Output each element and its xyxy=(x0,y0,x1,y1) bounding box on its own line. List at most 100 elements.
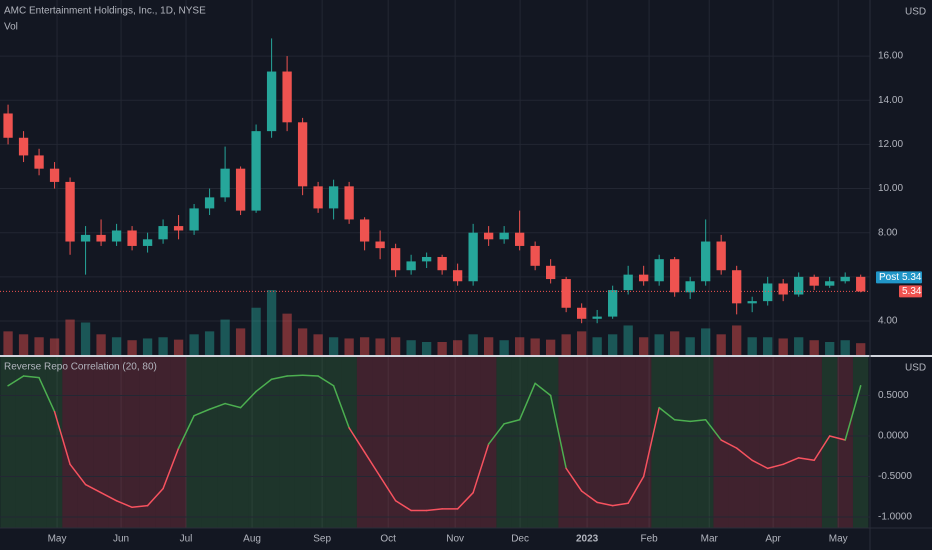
regime-band xyxy=(217,357,233,528)
indicator-line xyxy=(487,423,505,445)
regime-band xyxy=(387,357,404,528)
regime-band xyxy=(232,357,249,528)
y-tick-label: -0.5000 xyxy=(878,471,912,482)
candle-body xyxy=(266,71,277,132)
volume-bar xyxy=(840,340,850,355)
candle-body xyxy=(623,274,633,291)
regime-band xyxy=(310,357,326,528)
candle-body xyxy=(390,248,401,271)
regime-band xyxy=(372,357,388,528)
indicator-line xyxy=(518,382,536,421)
volume-bar xyxy=(778,338,788,355)
volume-bar xyxy=(111,337,122,355)
volume-bar xyxy=(437,342,447,355)
indicator-line xyxy=(782,457,800,466)
candle-body xyxy=(127,230,137,246)
chart-title: AMC Entertainment Holdings, Inc., 1D, NY… xyxy=(4,6,206,17)
indicator-line xyxy=(611,502,629,507)
candle-body xyxy=(561,279,571,308)
volume-bar xyxy=(142,338,153,355)
regime-band xyxy=(821,357,838,528)
volume-bar xyxy=(623,325,633,355)
candle-body xyxy=(251,131,261,211)
indicator-line xyxy=(534,382,552,397)
volume-bar xyxy=(685,337,695,355)
indicator-line xyxy=(580,490,598,504)
indicator-title: Reverse Repo Correlation (20, 80) xyxy=(4,362,157,373)
indicator-line xyxy=(379,475,397,502)
regime-band xyxy=(46,357,63,528)
regime-band xyxy=(573,357,590,528)
regime-band xyxy=(31,357,47,528)
regime-band xyxy=(108,357,125,528)
regime-band xyxy=(93,357,109,528)
indicator-line xyxy=(751,459,769,470)
candle-body xyxy=(794,276,804,295)
regime-band xyxy=(124,357,140,528)
indicator-line xyxy=(115,500,133,509)
regime-band xyxy=(604,357,621,528)
candle-body xyxy=(545,265,556,280)
regime-band xyxy=(589,357,605,528)
regime-band xyxy=(248,357,264,528)
y-tick-label: 14.00 xyxy=(878,95,903,106)
volume-bar xyxy=(266,290,277,355)
indicator-line xyxy=(348,427,366,453)
regime-band xyxy=(263,357,280,528)
volume-bar xyxy=(204,331,215,355)
candle-body xyxy=(204,197,215,209)
y-tick-label: -1.0000 xyxy=(878,512,912,523)
indicator-line xyxy=(38,376,56,413)
indicator-line xyxy=(208,402,226,410)
candle-body xyxy=(173,226,184,231)
regime-band xyxy=(558,357,574,528)
volume-bar xyxy=(483,337,494,355)
volume-bar xyxy=(80,322,91,355)
last-price-badge xyxy=(899,285,922,298)
candle-body xyxy=(856,276,866,292)
indicator-line xyxy=(131,504,149,509)
volume-bar xyxy=(530,338,540,355)
candle-body xyxy=(80,234,91,242)
candle-body xyxy=(809,276,819,286)
volume-bar xyxy=(313,334,323,355)
x-tick-label: Nov xyxy=(446,534,464,545)
volume-bar xyxy=(3,331,13,355)
candle-body xyxy=(313,186,323,209)
regime-band xyxy=(325,357,342,528)
candle-body xyxy=(328,186,339,209)
candle-body xyxy=(701,241,711,282)
indicator-line xyxy=(844,385,862,441)
volume-bar xyxy=(220,319,230,355)
candle-body xyxy=(375,241,385,249)
volume-bar xyxy=(514,337,525,355)
volume-bar xyxy=(561,334,571,355)
x-tick-label: Apr xyxy=(765,534,781,545)
candle-body xyxy=(530,245,540,266)
candle-body xyxy=(732,270,742,304)
volume-bar xyxy=(452,340,463,355)
regime-band xyxy=(418,357,435,528)
volume-bar xyxy=(127,340,137,355)
volume-bar xyxy=(670,331,680,355)
volume-bar xyxy=(189,334,199,355)
x-tick-label: Sep xyxy=(313,534,331,545)
candle-body xyxy=(189,208,199,231)
regime-band xyxy=(155,357,171,528)
candle-body xyxy=(514,232,525,246)
candle-body xyxy=(499,232,509,240)
indicator-line xyxy=(797,457,815,462)
regime-band xyxy=(62,357,78,528)
regime-band xyxy=(356,357,373,528)
volume-bar xyxy=(716,334,726,355)
indicator-line xyxy=(704,419,722,441)
regime-band xyxy=(651,357,667,528)
volume-bar xyxy=(577,331,587,355)
volume-bar xyxy=(856,343,866,355)
x-tick-label: Jul xyxy=(180,534,193,545)
indicator-line xyxy=(53,410,71,466)
regime-band xyxy=(201,357,218,528)
candle-body xyxy=(468,232,478,282)
